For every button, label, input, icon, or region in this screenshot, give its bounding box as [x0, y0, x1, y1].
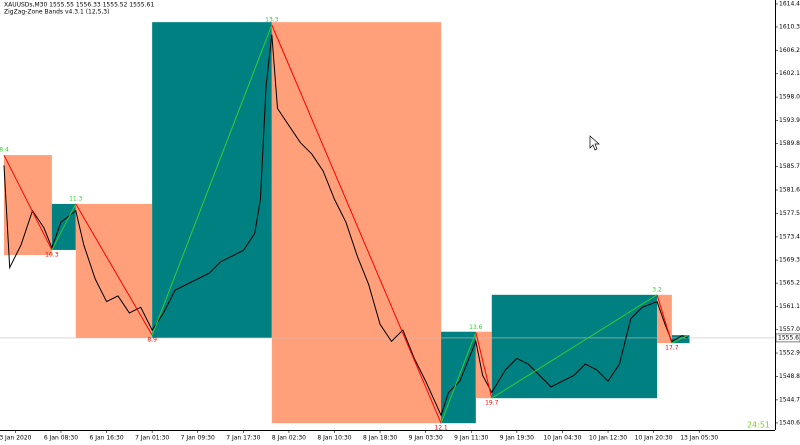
current-price-label: 1555.61 [778, 334, 800, 341]
y-tick-label: 1544.70 [779, 396, 800, 403]
zigzag-label: 11.3 [69, 195, 83, 202]
x-tick-label: 9 Jan 11:30 [454, 435, 488, 442]
y-tick-label: 1540.65 [779, 419, 800, 426]
y-tick-label: 1561.15 [779, 303, 800, 310]
x-tick-label: 13 Jan 05:30 [680, 435, 718, 442]
y-tick-label: 1581.65 [779, 187, 800, 194]
zigzag-segment [3, 154, 53, 251]
zigzag-label: 17.7 [665, 345, 679, 352]
zigzag-segment [440, 332, 477, 424]
y-tick-label: 1569.30 [779, 257, 800, 264]
zigzag-label: 13.6 [469, 324, 483, 331]
x-tick-label: 7 Jan 01:30 [135, 435, 169, 442]
y-tick-label: 1589.85 [779, 140, 800, 147]
zigzag-segment [151, 24, 273, 336]
x-tick-label: 10 Jan 12:30 [589, 435, 627, 442]
y-tick-label: 1557.05 [779, 326, 800, 333]
x-tick-label: 10 Jan 04:30 [543, 435, 581, 442]
x-tick-label: 10 Jan 20:30 [635, 435, 673, 442]
zigzag-label: 12.1 [434, 425, 448, 432]
x-tick-label: 7 Jan 09:30 [181, 435, 215, 442]
indicator-name: ZigZag-Zone Bands v4.3.1 (12,5,3) [4, 9, 109, 16]
x-tick-label: 7 Jan 17:30 [226, 435, 260, 442]
y-tick-label: 1593.90 [779, 117, 800, 124]
y-tick-label: 1606.20 [779, 47, 800, 54]
x-tick-label: 6 Jan 16:30 [89, 435, 123, 442]
zigzag-segment [51, 203, 77, 251]
y-tick-label: 1585.75 [779, 163, 800, 170]
x-tick-label: 9 Jan 03:30 [409, 435, 443, 442]
zigzag-label: 10.3 [45, 251, 59, 258]
zigzag-label: 8.4 [0, 147, 9, 154]
y-tick-label: 1573.40 [779, 233, 800, 240]
zigzag-segment [671, 334, 689, 344]
zigzag-segment [491, 294, 658, 399]
zigzag-label: 19.7 [485, 400, 499, 407]
x-tick-label: 8 Jan 02:30 [272, 435, 306, 442]
chart-title: XAUUSDs,M30 1555.55 1556.33 1555.52 1555… [4, 2, 154, 9]
x-tick-label: 6 Jan 08:30 [44, 435, 78, 442]
y-tick-label: 1552.95 [779, 350, 800, 357]
current-price-tag [775, 333, 800, 343]
y-tick-label: 1610.35 [779, 23, 800, 30]
zigzag-segment [271, 24, 442, 424]
zigzag-label: 13.3 [265, 16, 279, 23]
y-tick-label: 1598.00 [779, 94, 800, 101]
zigzag-segment [75, 203, 153, 336]
zigzag-segment [656, 294, 673, 344]
zigzag-segment [475, 332, 493, 399]
x-tick-label: 3 Jan 2020 [0, 435, 32, 442]
zigzag-label: 8.9 [147, 337, 157, 344]
y-tick-label: 1548.80 [779, 373, 800, 380]
y-tick-label: 1577.55 [779, 210, 800, 217]
x-tick-label: 8 Jan 18:30 [363, 435, 397, 442]
x-tick-label: 8 Jan 10:30 [317, 435, 351, 442]
x-tick-label: 9 Jan 19:30 [500, 435, 534, 442]
y-tick-label: 1614.40 [779, 0, 800, 7]
price-line [3, 34, 688, 417]
mouse-cursor [589, 135, 600, 151]
bar-timer: 24:51 [747, 421, 770, 430]
zigzag-label: 3.2 [652, 286, 662, 293]
y-tick-label: 1602.15 [779, 70, 800, 77]
y-tick-label: 1565.25 [779, 280, 800, 287]
